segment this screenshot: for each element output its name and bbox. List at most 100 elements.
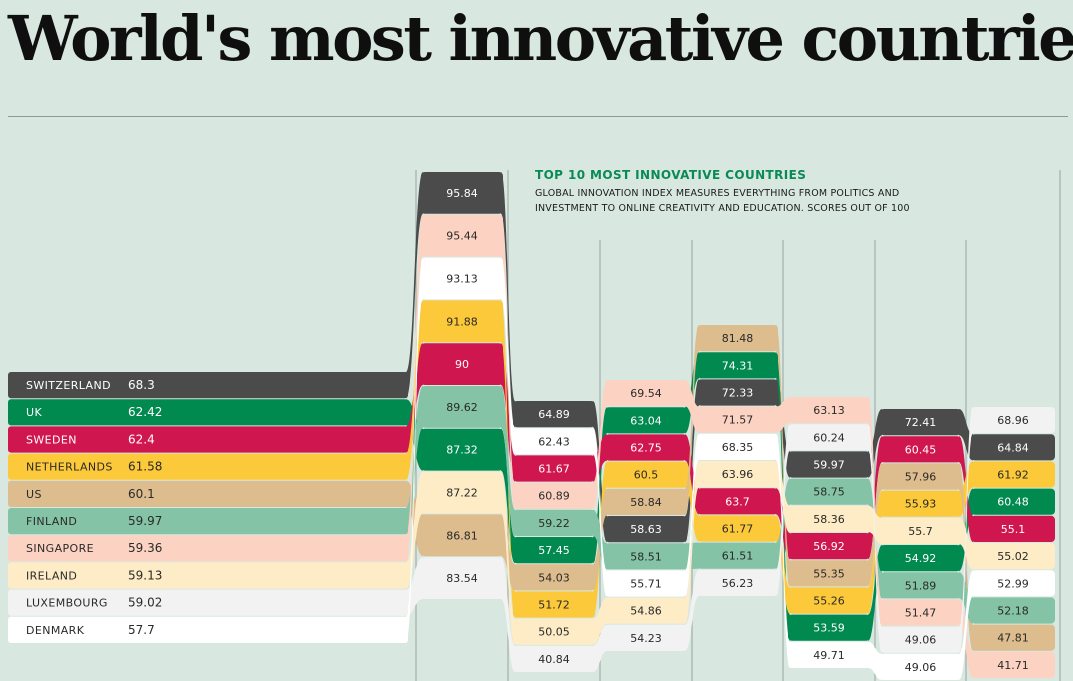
score-box-us-1: [513, 564, 595, 591]
country-row-us: [8, 480, 408, 507]
score-box-netherlands-2: [605, 461, 687, 488]
score-box-ireland-4: [788, 505, 870, 532]
score-label-denmark-1: 62.43: [538, 435, 570, 448]
score-box-uk-2: [605, 407, 687, 434]
flow-singapore-0: [406, 214, 423, 562]
flow-uk-0: [406, 399, 423, 471]
score-box-ireland-3: [697, 461, 778, 488]
flow-denmark-2: [593, 428, 607, 597]
score-box-singapore-4: [788, 397, 870, 424]
score-label-us-6: 47.81: [997, 632, 1029, 645]
score-label-sweden-2: 62.75: [630, 442, 662, 455]
score-label-denmark-4: 49.71: [813, 649, 845, 662]
flow-luxembourg-1: [501, 557, 515, 672]
country-name-uk: UK: [26, 406, 42, 419]
score-box-denmark-4: [788, 641, 870, 668]
flow-denmark-1: [501, 257, 515, 455]
score-box-finland-6: [971, 597, 1055, 624]
flow-uk-3: [685, 352, 699, 434]
flow-us-6: [959, 463, 973, 651]
score-label-sweden-0: 90: [455, 358, 469, 371]
score-label-luxembourg-1: 40.84: [538, 653, 570, 666]
score-box-uk-3: [697, 352, 778, 379]
score-box-uk-4: [788, 614, 870, 641]
flow-singapore-4: [776, 397, 790, 433]
overall-score-ireland: 59.13: [128, 568, 162, 582]
score-box-switzerland-6: [971, 434, 1055, 461]
score-label-us-2: 58.84: [630, 496, 662, 509]
country-row-sweden: [8, 426, 408, 453]
score-label-singapore-5: 51.47: [905, 607, 937, 620]
country-row-switzerland: [8, 372, 408, 399]
flow-singapore-5: [868, 397, 882, 626]
score-label-netherlands-2: 60.5: [634, 469, 659, 482]
score-box-uk-0: [421, 428, 503, 471]
country-row-singapore: [8, 535, 408, 562]
country-name-sweden: SWEDEN: [26, 433, 77, 446]
score-box-sweden-1: [513, 455, 595, 482]
country-name-finland: FINLAND: [26, 515, 77, 528]
flow-denmark-3: [685, 433, 699, 597]
score-label-uk-2: 63.04: [630, 414, 662, 427]
score-box-netherlands-1: [513, 591, 595, 618]
score-label-us-4: 55.35: [813, 567, 845, 580]
score-box-sweden-6: [971, 515, 1055, 542]
score-label-us-3: 81.48: [722, 332, 754, 345]
score-box-finland-1: [513, 509, 595, 536]
score-label-luxembourg-2: 54.23: [630, 632, 662, 645]
score-label-netherlands-6: 61.92: [997, 469, 1029, 482]
score-box-netherlands-6: [971, 461, 1055, 488]
flow-switzerland-0: [406, 172, 423, 399]
score-box-singapore-3: [697, 406, 778, 433]
score-label-finland-3: 61.51: [722, 550, 754, 563]
overall-score-denmark: 57.7: [128, 623, 155, 637]
flow-singapore-3: [685, 380, 699, 433]
score-box-uk-6: [971, 488, 1055, 515]
score-label-finland-4: 58.75: [813, 486, 845, 499]
score-box-uk-5: [880, 545, 961, 572]
flow-luxembourg-3: [685, 569, 699, 651]
score-box-switzerland-0: [421, 172, 503, 214]
score-label-us-1: 54.03: [538, 571, 570, 584]
score-label-switzerland-3: 72.33: [722, 387, 754, 400]
flow-singapore-2: [593, 380, 607, 509]
score-box-ireland-0: [421, 471, 503, 514]
score-label-uk-4: 53.59: [813, 622, 845, 635]
score-box-uk-1: [513, 537, 595, 564]
score-label-netherlands-4: 55.26: [813, 595, 845, 608]
score-label-singapore-4: 63.13: [813, 404, 845, 417]
score-box-netherlands-4: [788, 587, 870, 614]
score-box-luxembourg-5: [880, 626, 961, 653]
score-box-us-3: [697, 325, 778, 352]
score-label-netherlands-3: 61.77: [722, 523, 754, 536]
flow-finland-2: [593, 509, 607, 570]
score-label-ireland-6: 55.02: [997, 550, 1029, 563]
score-label-sweden-4: 56.92: [813, 540, 845, 553]
score-box-ireland-2: [605, 597, 687, 624]
score-label-singapore-0: 95.44: [446, 230, 478, 243]
score-box-singapore-5: [880, 599, 961, 626]
score-box-luxembourg-0: [421, 557, 503, 599]
score-label-denmark-5: 49.06: [905, 661, 937, 674]
score-label-luxembourg-3: 56.23: [722, 577, 754, 590]
chart-note-heading: TOP 10 MOST INNOVATIVE COUNTRIES: [535, 168, 807, 182]
score-label-finland-6: 52.18: [997, 605, 1029, 618]
score-label-finland-2: 58.51: [630, 550, 662, 563]
overall-score-netherlands: 61.58: [128, 460, 162, 474]
score-box-luxembourg-4: [788, 424, 870, 451]
flow-luxembourg-6: [959, 407, 973, 653]
flow-denmark-0: [406, 257, 423, 643]
score-label-us-0: 86.81: [446, 529, 478, 542]
score-box-finland-2: [605, 543, 687, 570]
flow-denmark-4: [776, 433, 790, 668]
country-row-finland: [8, 508, 408, 535]
score-label-ireland-3: 63.96: [722, 468, 754, 481]
flow-uk-1: [501, 428, 515, 564]
flow-luxembourg-2: [593, 624, 607, 672]
score-label-singapore-2: 69.54: [630, 387, 662, 400]
score-label-denmark-6: 52.99: [997, 577, 1029, 590]
country-row-netherlands: [8, 453, 408, 480]
score-box-denmark-5: [880, 653, 961, 680]
score-box-switzerland-1: [513, 401, 595, 428]
